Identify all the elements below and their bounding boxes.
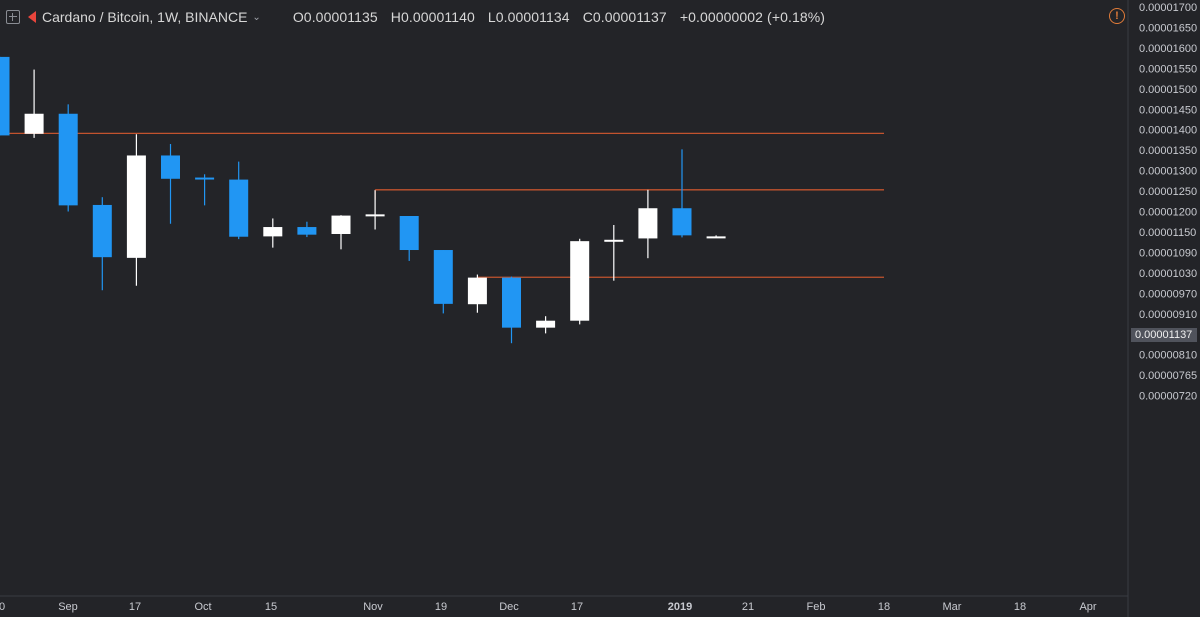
candle[interactable] [195, 174, 215, 206]
y-tick-label: 0.00001250 [1139, 186, 1197, 198]
candle[interactable] [399, 215, 419, 261]
candle[interactable] [433, 250, 453, 314]
candle-body [467, 277, 487, 305]
candle[interactable] [331, 215, 351, 250]
candle-body [126, 155, 146, 258]
expand-icon[interactable] [6, 10, 20, 24]
x-tick-label: 0 [0, 601, 5, 613]
candle-body [365, 214, 385, 217]
close-value: C0.00001137 [582, 9, 667, 25]
low-value: L0.00001134 [487, 9, 570, 25]
candle[interactable] [467, 274, 487, 313]
candle[interactable] [229, 161, 249, 240]
y-tick-label: 0.00001090 [1139, 247, 1197, 259]
y-tick-label: 0.00001650 [1139, 22, 1197, 34]
candle[interactable] [638, 189, 658, 259]
x-tick-label: 2019 [668, 601, 692, 613]
x-tick-label: Nov [363, 601, 383, 613]
candle-body [263, 227, 283, 237]
exchange-logo-icon [28, 11, 36, 23]
candle[interactable] [502, 276, 521, 344]
y-tick-label: 0.00000720 [1139, 391, 1197, 403]
y-tick-label: 0.00000810 [1139, 350, 1197, 362]
candle-body [399, 215, 419, 251]
chart-header: Cardano / Bitcoin, 1W, BINANCE ⌄ O0.0000… [6, 5, 834, 29]
y-tick-label: 0.00001350 [1139, 145, 1197, 157]
candle-body [58, 113, 78, 206]
y-tick-label: 0.00001450 [1139, 104, 1197, 116]
candle-body [433, 250, 453, 304]
candle-body [638, 208, 658, 239]
candle[interactable] [672, 149, 692, 238]
candle-body [92, 204, 112, 258]
y-tick-label: 0.00001300 [1139, 166, 1197, 178]
candle-body [297, 227, 317, 235]
y-tick-label: 0.00000765 [1139, 370, 1197, 382]
y-tick-label: 0.00001030 [1139, 268, 1197, 280]
candle-body [331, 215, 351, 234]
x-tick-label: 15 [265, 601, 277, 613]
candle-body [195, 177, 215, 180]
symbol-title[interactable]: Cardano / Bitcoin, 1W, BINANCE [42, 9, 248, 25]
warning-icon[interactable]: ! [1109, 8, 1125, 24]
y-tick-label: 0.00001550 [1139, 63, 1197, 75]
horizontal-levels [0, 132, 884, 288]
y-tick-label: 0.00000970 [1139, 288, 1197, 300]
y-tick-label: 0.00000910 [1139, 309, 1197, 321]
x-tick-label: 17 [571, 601, 583, 613]
x-tick-label: 19 [435, 601, 447, 613]
candle-body [706, 236, 726, 239]
chevron-down-icon[interactable]: ⌄ [252, 11, 261, 23]
candle-body [24, 113, 44, 134]
current-price-label: 0.00001137 [1131, 328, 1197, 342]
x-tick-label: 18 [1014, 601, 1026, 613]
candle-body [229, 179, 249, 237]
y-tick-label: 0.00001700 [1139, 2, 1197, 14]
y-tick-label: 0.00001500 [1139, 84, 1197, 96]
candle[interactable] [297, 221, 317, 238]
candle[interactable] [263, 218, 283, 248]
candle[interactable] [58, 104, 78, 212]
x-tick-label: Sep [58, 601, 78, 613]
x-tick-label: 17 [129, 601, 141, 613]
y-tick-label: 0.00001150 [1139, 227, 1196, 239]
candle-body [604, 239, 624, 242]
candle-body [672, 208, 692, 236]
x-tick-label: 21 [742, 601, 754, 613]
x-tick-label: Apr [1079, 601, 1096, 613]
candle[interactable] [0, 56, 10, 136]
candle[interactable] [536, 316, 556, 334]
y-tick-label: 0.00001200 [1139, 207, 1197, 219]
candle-body [161, 155, 180, 179]
ohlc-values: O0.00001135 H0.00001140 L0.00001134 C0.0… [293, 9, 834, 25]
x-tick-label: Oct [194, 601, 211, 613]
candle-body [502, 277, 521, 328]
x-tick-label: Mar [943, 601, 962, 613]
candle[interactable] [161, 144, 180, 224]
candles [0, 56, 726, 344]
candle[interactable] [92, 197, 112, 291]
candle[interactable] [24, 69, 44, 138]
high-value: H0.00001140 [390, 9, 475, 25]
x-tick-label: Feb [807, 601, 826, 613]
candle[interactable] [365, 190, 385, 230]
candle-body [0, 56, 10, 136]
time-axis: 0 Sep 17 Oct 15 Nov 19 Dec 17 2019 21 Feb 18 Mar 18 Apr [0, 601, 1097, 613]
change-value: +0.00000002 (+0.18%) [679, 9, 826, 25]
candle[interactable] [706, 235, 726, 239]
y-tick-label: 0.00001600 [1139, 43, 1197, 55]
x-tick-label: 18 [878, 601, 890, 613]
price-axis: 0.00001700 0.00001650 0.00001600 0.00001550… [1139, 2, 1197, 403]
x-tick-label: Dec [499, 601, 519, 613]
candle-body [570, 241, 590, 321]
candle-body [536, 320, 556, 328]
candle[interactable] [126, 134, 146, 286]
open-value: O0.00001135 [292, 9, 378, 25]
candle[interactable] [570, 238, 590, 325]
candle[interactable] [604, 224, 624, 281]
y-tick-label: 0.00001400 [1139, 125, 1197, 137]
